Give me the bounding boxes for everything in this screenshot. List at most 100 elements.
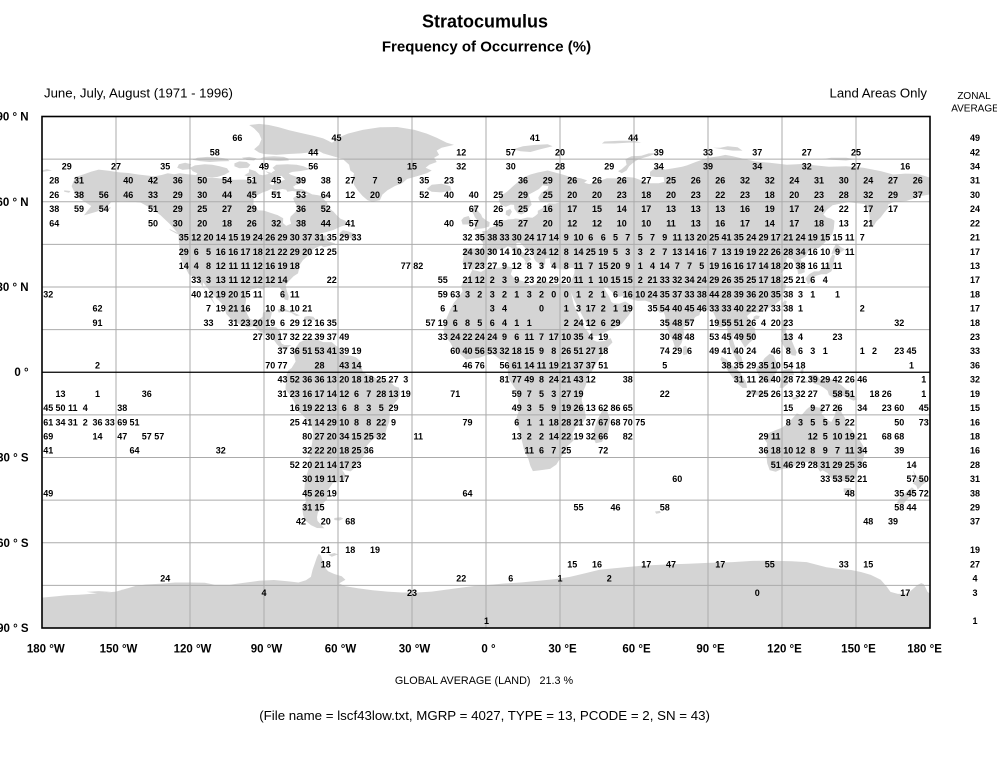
svg-text:82: 82 bbox=[413, 261, 423, 271]
svg-text:10: 10 bbox=[265, 304, 275, 314]
svg-text:25: 25 bbox=[845, 460, 855, 470]
svg-text:14: 14 bbox=[524, 360, 534, 370]
svg-text:43: 43 bbox=[573, 375, 583, 385]
svg-text:40: 40 bbox=[462, 346, 472, 356]
svg-text:2: 2 bbox=[539, 432, 544, 442]
svg-text:22: 22 bbox=[456, 574, 466, 584]
svg-text:16: 16 bbox=[592, 559, 602, 569]
svg-text:15: 15 bbox=[314, 503, 324, 513]
svg-text:51: 51 bbox=[148, 204, 158, 214]
svg-text:54: 54 bbox=[222, 176, 232, 186]
svg-text:46: 46 bbox=[462, 360, 472, 370]
svg-text:61: 61 bbox=[43, 417, 53, 427]
svg-text:25: 25 bbox=[709, 233, 719, 243]
svg-text:2: 2 bbox=[539, 289, 544, 299]
svg-text:26: 26 bbox=[691, 176, 701, 186]
svg-text:1: 1 bbox=[909, 360, 914, 370]
svg-text:35: 35 bbox=[771, 289, 781, 299]
svg-text:13: 13 bbox=[783, 389, 793, 399]
svg-text:11: 11 bbox=[746, 375, 756, 385]
svg-text:31: 31 bbox=[277, 389, 287, 399]
svg-text:3: 3 bbox=[798, 289, 803, 299]
svg-text:41: 41 bbox=[43, 446, 53, 456]
svg-text:50: 50 bbox=[894, 417, 904, 427]
svg-text:13: 13 bbox=[327, 375, 337, 385]
svg-text:18: 18 bbox=[222, 218, 232, 228]
svg-text:42: 42 bbox=[832, 375, 842, 385]
svg-text:ZONAL: ZONAL bbox=[957, 91, 991, 102]
svg-text:44: 44 bbox=[321, 218, 331, 228]
svg-text:22: 22 bbox=[314, 403, 324, 413]
svg-text:19: 19 bbox=[240, 233, 250, 243]
svg-text:11: 11 bbox=[228, 275, 238, 285]
svg-text:35: 35 bbox=[573, 332, 583, 342]
svg-text:(File name = lscf43low.txt, MG: (File name = lscf43low.txt, MGRP = 4027,… bbox=[259, 708, 710, 723]
svg-text:23: 23 bbox=[407, 588, 417, 598]
svg-text:17: 17 bbox=[549, 332, 559, 342]
svg-text:26: 26 bbox=[913, 176, 923, 186]
svg-text:12: 12 bbox=[302, 318, 312, 328]
svg-text:45: 45 bbox=[919, 403, 929, 413]
svg-text:29: 29 bbox=[795, 460, 805, 470]
svg-text:33: 33 bbox=[105, 417, 115, 427]
svg-text:20: 20 bbox=[321, 517, 331, 527]
svg-text:51: 51 bbox=[302, 346, 312, 356]
svg-text:45: 45 bbox=[247, 190, 257, 200]
svg-text:49: 49 bbox=[512, 403, 522, 413]
svg-text:14: 14 bbox=[758, 261, 768, 271]
svg-text:37: 37 bbox=[586, 417, 596, 427]
svg-text:20: 20 bbox=[536, 275, 546, 285]
svg-text:9: 9 bbox=[502, 332, 507, 342]
svg-text:11: 11 bbox=[820, 261, 830, 271]
svg-text:6: 6 bbox=[514, 332, 519, 342]
svg-text:36: 36 bbox=[518, 176, 528, 186]
svg-text:180 °W: 180 °W bbox=[27, 644, 65, 656]
svg-text:60 ° S: 60 ° S bbox=[0, 538, 29, 550]
svg-text:31: 31 bbox=[970, 474, 980, 484]
svg-text:23: 23 bbox=[783, 318, 793, 328]
svg-text:52: 52 bbox=[290, 375, 300, 385]
svg-text:40: 40 bbox=[734, 304, 744, 314]
svg-text:120 °E: 120 °E bbox=[767, 644, 802, 656]
svg-text:19: 19 bbox=[327, 488, 337, 498]
svg-text:11: 11 bbox=[290, 289, 300, 299]
svg-text:0: 0 bbox=[539, 304, 544, 314]
svg-text:24: 24 bbox=[863, 176, 873, 186]
svg-text:1: 1 bbox=[835, 289, 840, 299]
svg-text:21: 21 bbox=[647, 275, 657, 285]
svg-text:8: 8 bbox=[465, 318, 470, 328]
svg-text:80: 80 bbox=[302, 432, 312, 442]
svg-text:29: 29 bbox=[758, 233, 768, 243]
svg-text:38: 38 bbox=[623, 375, 633, 385]
svg-text:9: 9 bbox=[564, 233, 569, 243]
svg-text:25: 25 bbox=[493, 190, 503, 200]
svg-text:33: 33 bbox=[970, 346, 980, 356]
svg-text:29: 29 bbox=[290, 318, 300, 328]
svg-text:14: 14 bbox=[684, 247, 694, 257]
svg-text:19: 19 bbox=[970, 389, 980, 399]
svg-text:32: 32 bbox=[462, 233, 472, 243]
svg-text:33: 33 bbox=[820, 474, 830, 484]
svg-text:20: 20 bbox=[758, 289, 768, 299]
svg-text:62: 62 bbox=[598, 403, 608, 413]
svg-text:21: 21 bbox=[314, 460, 324, 470]
svg-text:37: 37 bbox=[970, 517, 980, 527]
svg-text:8: 8 bbox=[354, 403, 359, 413]
svg-text:91: 91 bbox=[92, 318, 102, 328]
svg-text:25: 25 bbox=[586, 247, 596, 257]
svg-text:27: 27 bbox=[518, 218, 528, 228]
svg-text:29: 29 bbox=[970, 503, 980, 513]
svg-text:4: 4 bbox=[551, 261, 556, 271]
svg-text:22: 22 bbox=[376, 417, 386, 427]
svg-text:25: 25 bbox=[758, 389, 768, 399]
svg-text:38: 38 bbox=[721, 360, 731, 370]
svg-text:1: 1 bbox=[564, 304, 569, 314]
svg-text:21: 21 bbox=[863, 218, 873, 228]
svg-text:38: 38 bbox=[970, 488, 980, 498]
svg-text:24: 24 bbox=[746, 233, 756, 243]
svg-text:0 °: 0 ° bbox=[481, 644, 496, 656]
svg-text:60: 60 bbox=[672, 474, 682, 484]
svg-text:19: 19 bbox=[314, 474, 324, 484]
svg-text:13: 13 bbox=[586, 403, 596, 413]
svg-text:35: 35 bbox=[647, 304, 657, 314]
